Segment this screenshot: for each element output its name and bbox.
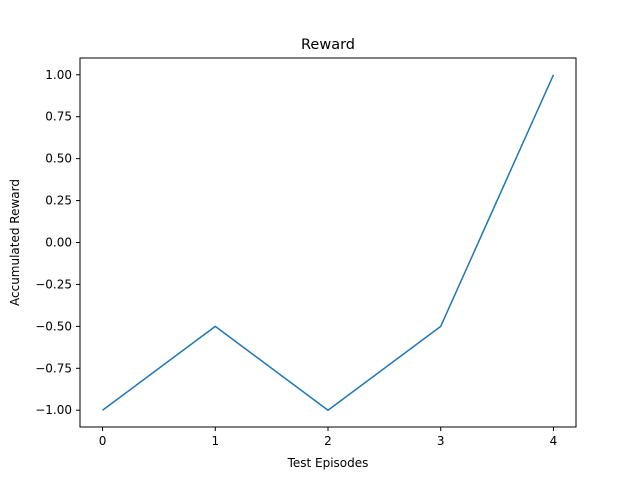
y-tick-label: 0.25: [45, 194, 72, 208]
chart-title: Reward: [301, 37, 355, 53]
y-tick-label: 0.75: [45, 110, 72, 124]
y-axis-label: Accumulated Reward: [8, 179, 22, 306]
series-line: [102, 74, 555, 411]
x-tick-label: 4: [550, 434, 558, 448]
series-layer: [102, 74, 555, 411]
y-tick-label: 0.50: [45, 152, 72, 166]
y-tick-label: −0.75: [35, 361, 72, 375]
x-axis-label: Test Episodes: [287, 456, 369, 470]
y-tick-label: −0.50: [35, 319, 72, 333]
y-tick-label: 0.00: [45, 236, 72, 250]
x-tick-label: 3: [437, 434, 445, 448]
x-tick-label: 2: [324, 434, 332, 448]
x-tick-label: 1: [211, 434, 219, 448]
y-axis-ticks: −1.00 −0.75 −0.50 −0.25 0.00 0.25 0.50 0.75 1.00: [35, 68, 80, 417]
y-tick-label: 1.00: [45, 68, 72, 82]
y-tick-label: −0.25: [35, 277, 72, 291]
x-tick-label: 0: [99, 434, 107, 448]
x-axis-ticks: 0 1 2 3 4: [99, 427, 558, 448]
y-tick-label: −1.00: [35, 403, 72, 417]
